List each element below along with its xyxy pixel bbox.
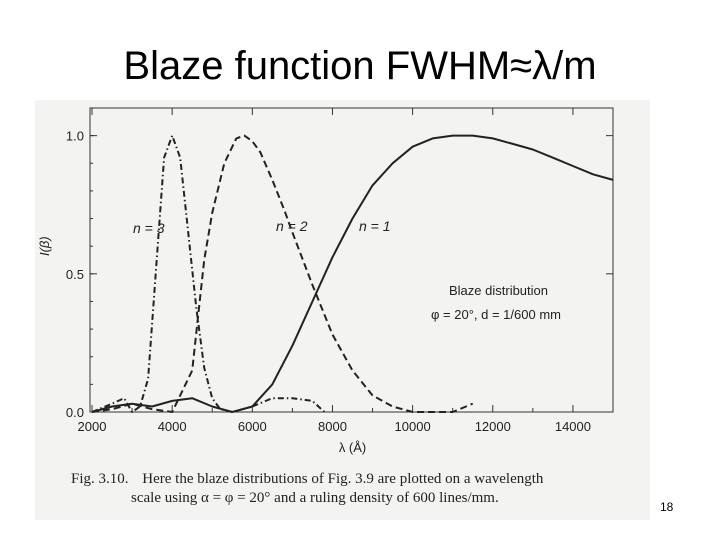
figure-caption: Fig. 3.10. Here the blaze distributions … bbox=[71, 470, 641, 508]
x-tick-label: 8000 bbox=[318, 419, 347, 434]
caption-line-1: Here the blaze distributions of Fig. 3.9… bbox=[142, 471, 544, 487]
slide-title: Blaze function FWHM≈λ/m bbox=[123, 44, 597, 88]
series-line-n1 bbox=[91, 134, 614, 413]
annotation-title: Blaze distribution bbox=[449, 283, 548, 298]
x-tick-label: 4000 bbox=[158, 419, 187, 434]
x-tick-label: 6000 bbox=[238, 419, 267, 434]
y-tick-label: 0.5 bbox=[66, 267, 84, 282]
x-tick-label: 10000 bbox=[395, 419, 431, 434]
y-axis-label: I(β) bbox=[37, 236, 52, 256]
page-number: 18 bbox=[660, 500, 674, 514]
y-tick-label: 1.0 bbox=[66, 129, 84, 144]
x-tick-label: 12000 bbox=[475, 419, 511, 434]
blaze-chart: 2000 4000 6000 8000 10000 12000 14000 0.0 0.5 1.0… bbox=[37, 107, 614, 455]
series-label: n = 2 bbox=[276, 218, 308, 234]
series-line-n3 bbox=[91, 134, 326, 413]
plot-frame bbox=[89, 107, 614, 413]
x-axis-label: λ (Å) bbox=[339, 440, 366, 455]
caption-line-2: scale using α = φ = 20° and a ruling den… bbox=[131, 490, 499, 506]
y-tick-label: 0.0 bbox=[66, 405, 84, 420]
x-tick-label: 14000 bbox=[555, 419, 591, 434]
figure-panel: 2000 4000 6000 8000 10000 12000 14000 0.0 0.5 1.0… bbox=[35, 100, 650, 520]
series-line-n2 bbox=[91, 134, 474, 413]
series-label: n = 1 bbox=[359, 218, 391, 234]
series-label: n = 3 bbox=[133, 220, 165, 236]
caption-fig-label: Fig. 3.10. bbox=[71, 471, 129, 487]
annotation-params: φ = 20°, d = 1/600 mm bbox=[431, 307, 561, 322]
x-tick-label: 2000 bbox=[78, 419, 107, 434]
